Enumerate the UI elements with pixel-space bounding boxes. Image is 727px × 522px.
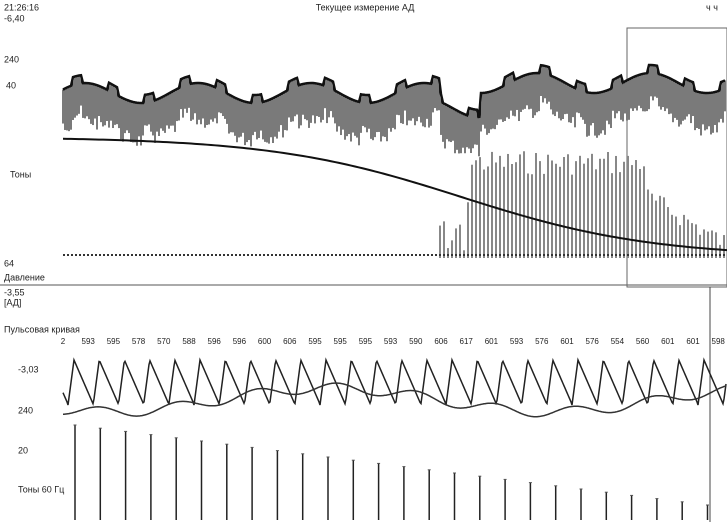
beat-interval: 595 [359, 337, 373, 346]
beat-interval: 596 [233, 337, 247, 346]
pulse-curve [62, 357, 727, 407]
axis-label: 240 [18, 405, 33, 415]
channel-label: Тоны [10, 169, 31, 179]
beat-interval: 588 [182, 337, 196, 346]
axis-label: 40 [6, 80, 16, 90]
pressure-envelope [62, 63, 726, 119]
beat-interval: 554 [611, 337, 625, 346]
beat-interval: 601 [661, 337, 675, 346]
beat-interval: 595 [308, 337, 322, 346]
beat-interval: 601 [485, 337, 499, 346]
beat-interval: 598 [712, 337, 726, 346]
beat-interval: 601 [560, 337, 574, 346]
beat-interval: 593 [82, 337, 96, 346]
beat-interval: 606 [434, 337, 448, 346]
beat-interval: 576 [535, 337, 549, 346]
cuff-curve [62, 137, 727, 252]
beat-interval: 590 [409, 337, 423, 346]
beat-interval: 595 [334, 337, 348, 346]
beat-interval: 600 [258, 337, 272, 346]
beat-interval: 576 [586, 337, 600, 346]
scale-label: -3,55 [4, 287, 25, 297]
beat-interval: 617 [460, 337, 474, 346]
beat-interval: 560 [636, 337, 650, 346]
axis-label: 240 [4, 54, 19, 64]
corner-icons: ч ч [706, 2, 718, 12]
beat-interval: 578 [132, 337, 146, 346]
beat-interval: 596 [208, 337, 222, 346]
channel-label: Пульсовая кривая [4, 324, 80, 334]
beat-interval: 570 [157, 337, 171, 346]
clock: 21:26:16 [4, 2, 39, 12]
beat-interval: 601 [686, 337, 700, 346]
channel-label: Давление [4, 272, 45, 282]
beat-interval: 606 [283, 337, 297, 346]
beat-interval: 593 [510, 337, 524, 346]
channel-label: Тоны 60 Гц [18, 484, 64, 494]
beat-interval: 595 [107, 337, 121, 346]
scale-label: -6,40 [4, 13, 25, 23]
beat-interval: 2 [61, 337, 66, 346]
screen-title: Текущее измерение АД [316, 2, 415, 12]
axis-label: 20 [18, 445, 28, 455]
pressure-curve [63, 382, 727, 418]
beat-interval: 593 [384, 337, 398, 346]
unit-label: [АД] [4, 297, 21, 307]
axis-label: 64 [4, 258, 14, 268]
axis-label: -3,03 [18, 364, 39, 374]
